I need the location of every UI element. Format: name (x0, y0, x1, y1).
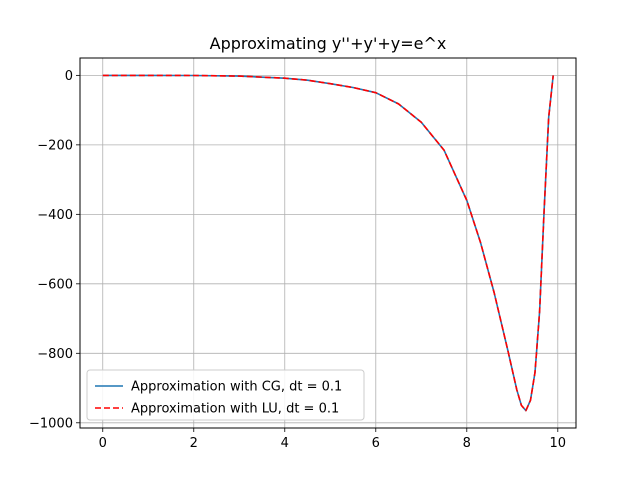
y-tick-label: −600 (37, 277, 73, 292)
x-tick-label: 10 (550, 436, 567, 451)
y-tick-label: −200 (37, 138, 73, 153)
x-tick-label: 2 (190, 436, 198, 451)
legend-label-2: Approximation with LU, dt = 0.1 (131, 402, 339, 417)
grid-lines (80, 58, 576, 428)
legend-label-1: Approximation with CG, dt = 0.1 (131, 380, 342, 395)
legend-box (86, 369, 365, 421)
y-tick-label: −1000 (29, 416, 73, 431)
axes-frame (79, 57, 577, 429)
y-tick-label: 0 (65, 69, 73, 84)
x-tick-label: 6 (372, 436, 380, 451)
x-tick-label: 8 (463, 436, 471, 451)
y-tick-label: −400 (37, 208, 73, 223)
chart-title: Approximating y''+y'+y=e^x (210, 34, 447, 53)
legend: Approximation with CG, dt = 0.1 Approxima… (86, 369, 365, 421)
axis-ticks: 0 2 4 6 8 10 0 −200 −400 −600 −800 −1000 (29, 69, 566, 451)
series-line-2 (102, 74, 554, 412)
x-tick-label: 4 (281, 436, 289, 451)
series-lines (102, 74, 554, 412)
y-tick-label: −800 (37, 347, 73, 362)
x-tick-label: 0 (99, 436, 107, 451)
